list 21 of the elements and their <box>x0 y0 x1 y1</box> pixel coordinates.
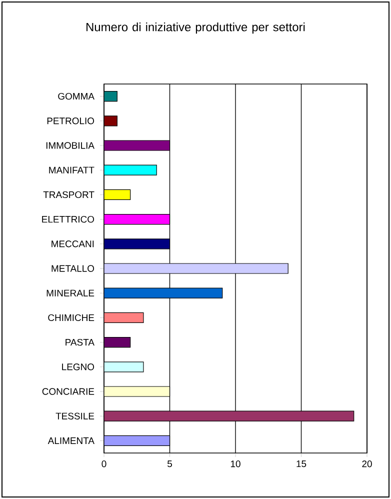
chart-title: Numero di iniziative produttive per settori <box>86 22 305 34</box>
y-tick-label: PETROLIO <box>47 118 94 124</box>
x-tick-label: 20 <box>362 460 372 468</box>
y-tick-label: CHIMICHE <box>48 314 94 322</box>
y-tick-label: MINERALE <box>46 290 94 296</box>
y-tick-label: TRASPORT <box>43 191 94 198</box>
y-tick-label: ELETTRICO <box>42 216 94 223</box>
y-tick-label: PASTA <box>66 338 94 346</box>
y-tick-label: ALIMENTA <box>48 437 94 444</box>
y-tick-label: LEGNO <box>62 364 94 370</box>
y-tick-label: IMMOBILIA <box>46 142 94 149</box>
y-tick-label: MECCANI <box>52 240 94 248</box>
x-tick-label: 5 <box>167 460 172 468</box>
x-tick-label: 10 <box>230 460 240 468</box>
y-tick-label: GOMMA <box>58 92 94 100</box>
y-tick-label: TESSILE <box>56 412 94 420</box>
y-tick-label: MANIFATT <box>49 166 94 174</box>
x-tick-label: 15 <box>296 460 306 468</box>
y-tick-label: METALLO <box>52 265 94 272</box>
y-tick-label: CONCIARIE <box>42 388 94 395</box>
x-tick-label: 0 <box>102 460 106 468</box>
